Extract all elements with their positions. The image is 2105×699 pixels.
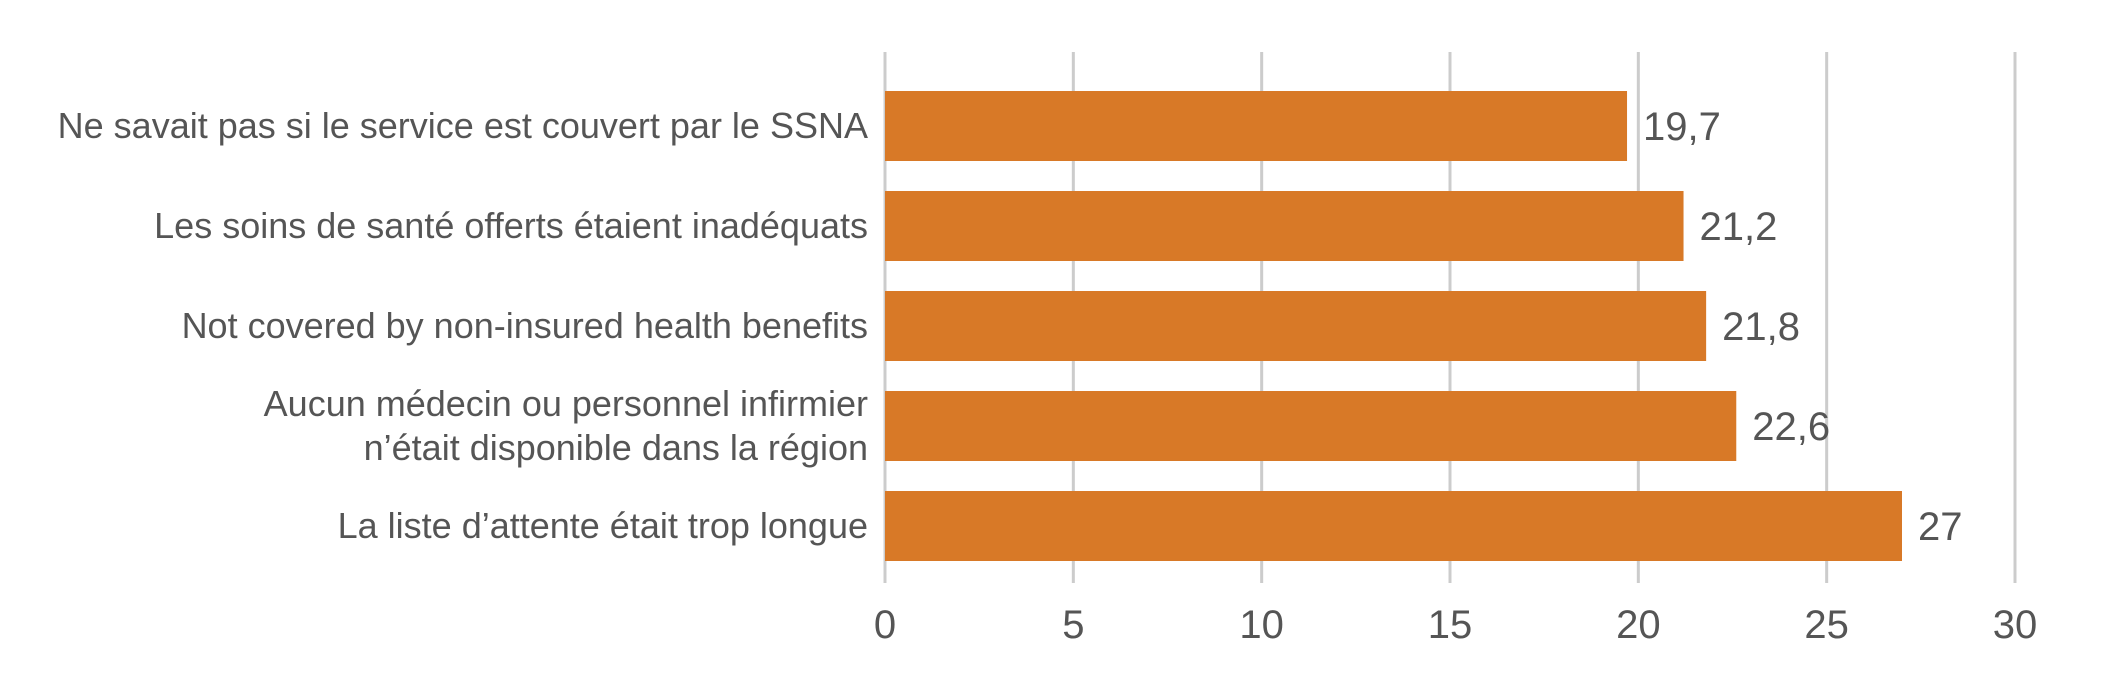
category-label: Ne savait pas si le service est couvert … [58,105,868,146]
category-label: Not covered by non-insured health benefi… [182,305,868,346]
x-tick-label: 15 [1428,603,1473,647]
label-layer: 19,7 Ne savait pas si le service est couv… [58,105,1963,549]
bar [885,191,1684,261]
value-label: 19,7 [1643,105,1721,149]
value-label: 22,6 [1752,405,1830,449]
bar-layer [885,91,1902,561]
bar [885,91,1628,161]
value-label: 27 [1918,505,1963,549]
x-tick-label: 10 [1239,603,1284,647]
x-tick-label: 25 [1804,603,1849,647]
category-label: n’était disponible dans la région [364,427,868,468]
x-tick-label: 30 [1993,603,2038,647]
category-label: Aucun médecin ou personnel infirmier [264,383,868,424]
category-label: La liste d’attente était trop longue [338,505,868,546]
x-tick-label: 0 [874,603,896,647]
bar [885,491,1902,561]
x-tick-label: 20 [1616,603,1661,647]
category-label: Les soins de santé offerts étaient inadé… [154,205,868,246]
bar [885,291,1707,361]
value-label: 21,2 [1700,205,1778,249]
bar [885,391,1737,461]
value-label: 21,8 [1722,305,1800,349]
tick-layer: 0 5 10 15 20 25 30 [874,603,2037,647]
x-tick-label: 5 [1062,603,1084,647]
